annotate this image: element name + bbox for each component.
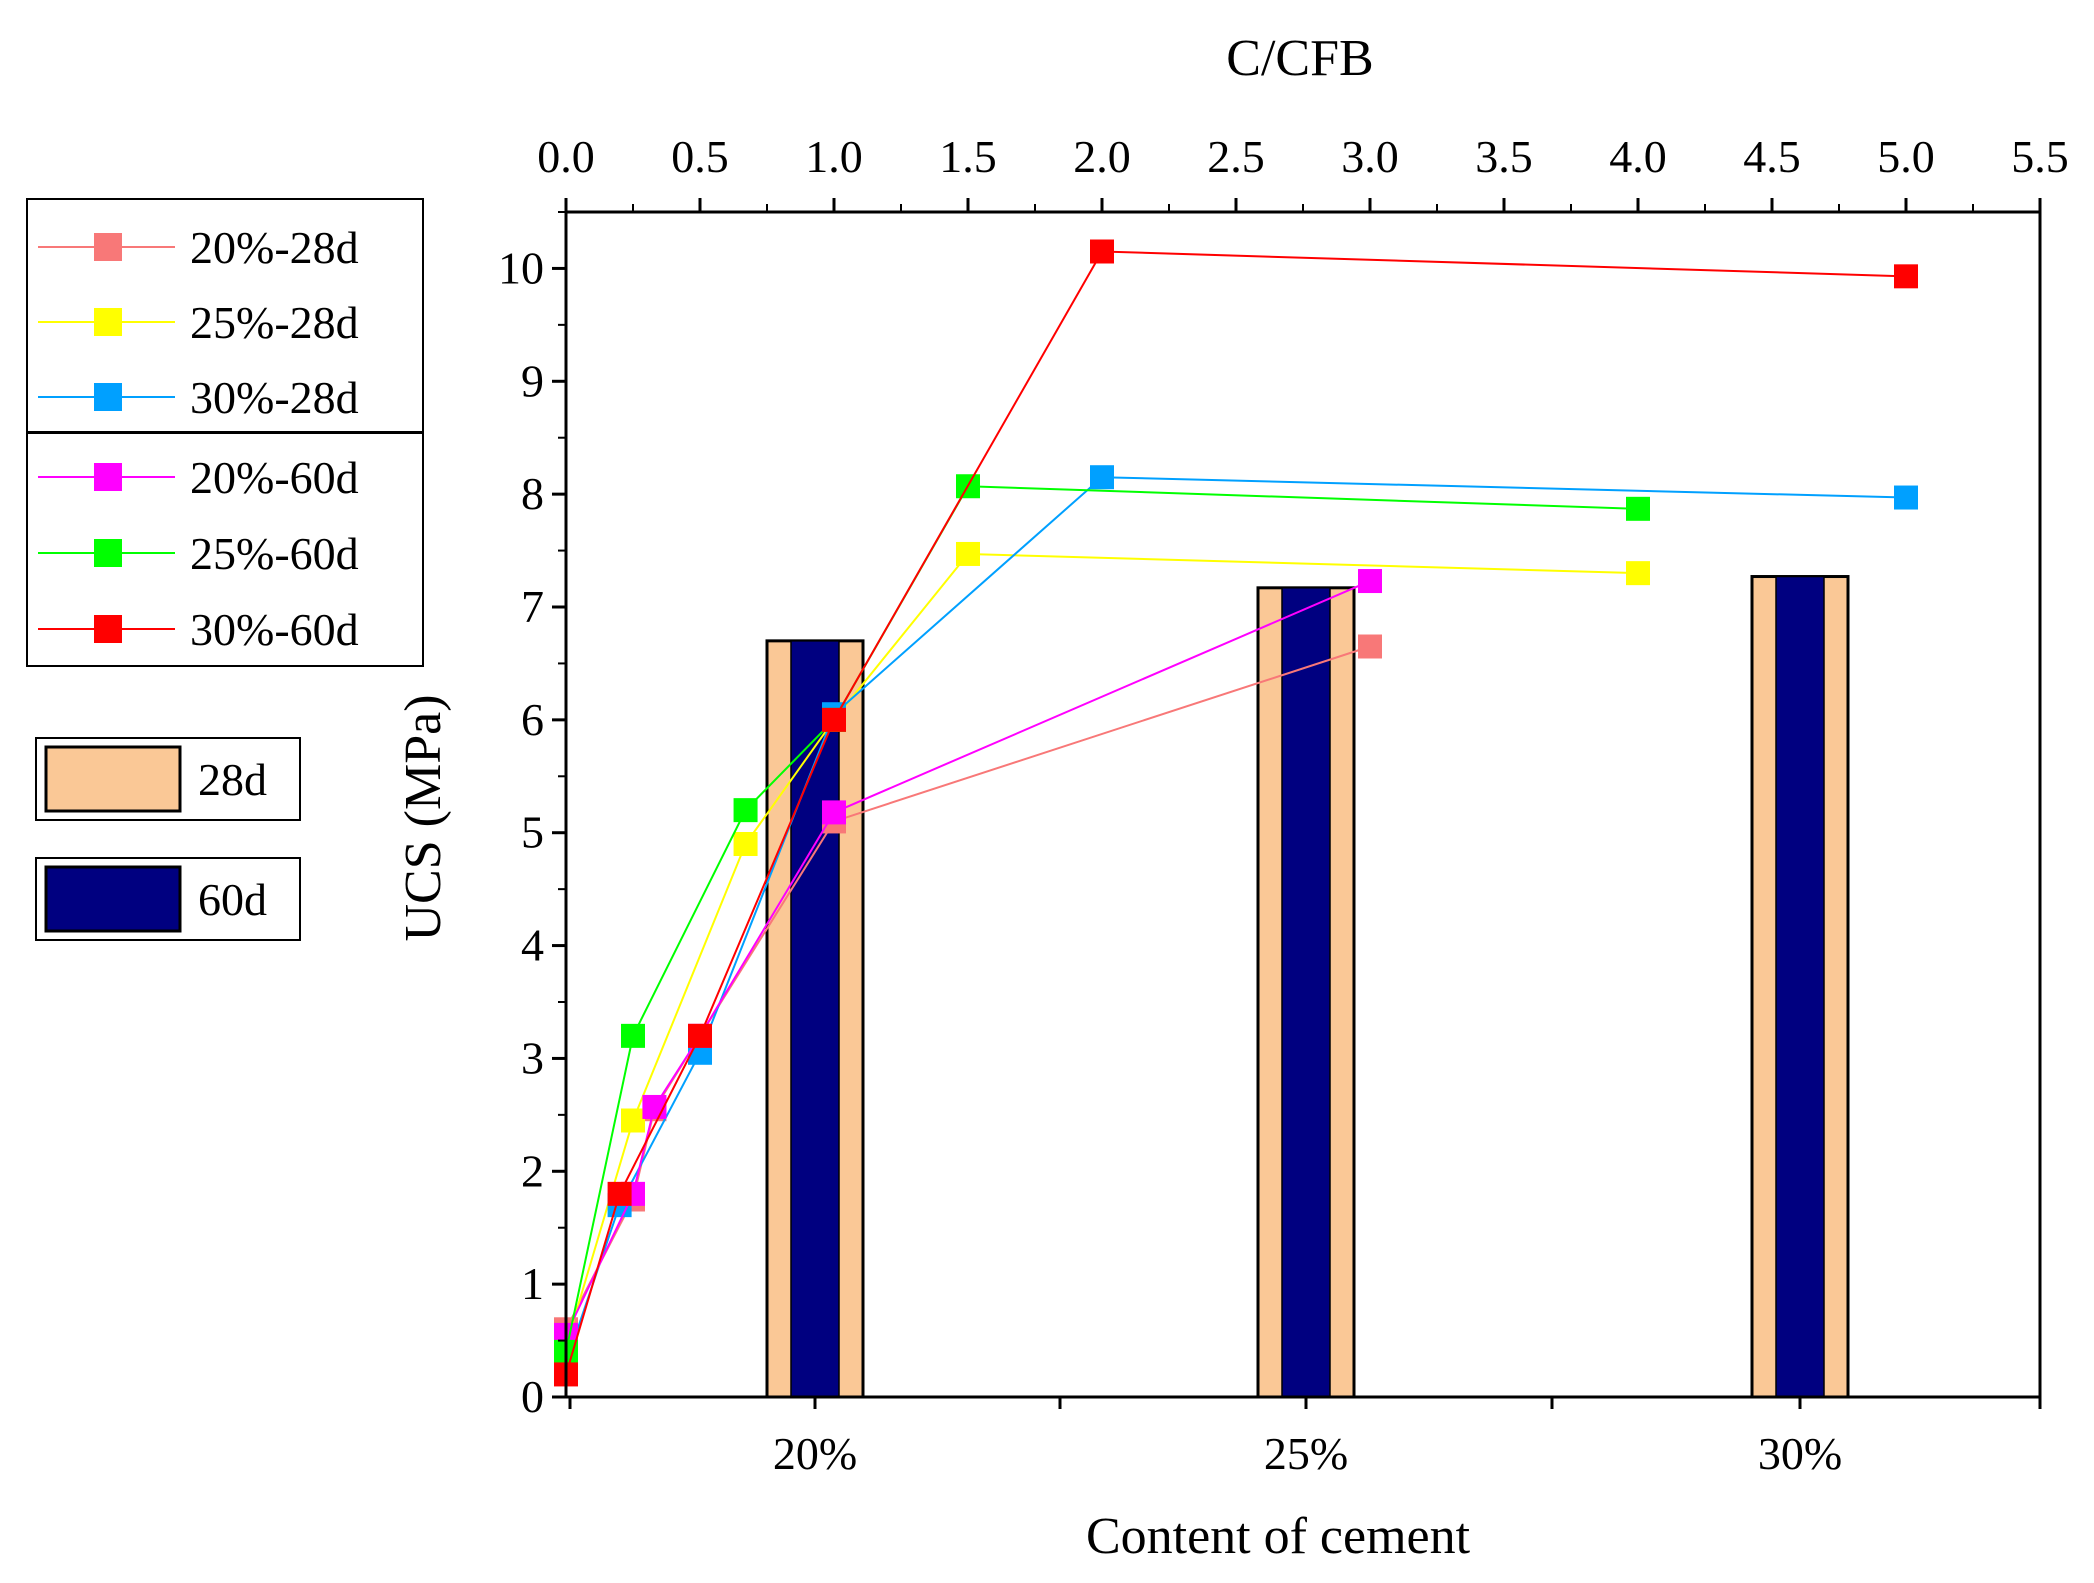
top-tick-label: 2.0 bbox=[1073, 131, 1131, 182]
bottom-axis-title: Content of cement bbox=[1086, 1508, 1471, 1565]
series-marker bbox=[1358, 634, 1382, 659]
legend-label: 20%-28d bbox=[190, 222, 359, 273]
y-axis-title: UCS (MPa) bbox=[395, 694, 452, 941]
series-line bbox=[565, 552, 1639, 1347]
y-tick-label: 9 bbox=[521, 355, 544, 406]
y-tick-label: 10 bbox=[498, 242, 544, 293]
legend-marker-swatch bbox=[94, 383, 122, 411]
top-tick-label: 3.0 bbox=[1341, 131, 1399, 182]
top-tick-label: 1.0 bbox=[805, 131, 863, 182]
legend-marker-swatch bbox=[94, 308, 122, 336]
series-marker bbox=[1090, 465, 1114, 490]
top-tick-label: 5.5 bbox=[2011, 131, 2069, 182]
top-tick-label: 4.0 bbox=[1609, 131, 1667, 182]
y-tick-label: 1 bbox=[521, 1258, 544, 1309]
legend-label: 20%-60d bbox=[190, 452, 359, 503]
legend-marker-swatch bbox=[94, 233, 122, 261]
axes-layer: 0 1 2 3 4 5 6 7 8 9 10 0.0 0.5 1.0 1.5 2.0 2.5 3.0 3.5 4.0 4… bbox=[498, 131, 2069, 1479]
series-marker bbox=[642, 1094, 667, 1119]
series-line bbox=[565, 580, 1371, 1336]
legend-box-60d-lines bbox=[26, 432, 424, 667]
series-marker bbox=[1894, 264, 1918, 289]
y-tick-label: 4 bbox=[521, 920, 544, 971]
legend-bar-swatch bbox=[44, 865, 182, 933]
series-marker bbox=[621, 1108, 645, 1133]
y-tick-label: 2 bbox=[521, 1145, 544, 1196]
legend-box-28d-lines bbox=[26, 198, 424, 433]
legend-marker-swatch bbox=[94, 539, 122, 567]
series-marker bbox=[1894, 485, 1918, 510]
category-label: 25% bbox=[1264, 1428, 1348, 1479]
series-marker bbox=[733, 832, 758, 856]
series-marker bbox=[1090, 239, 1114, 264]
series-marker bbox=[1626, 561, 1650, 586]
legend-marker-swatch bbox=[94, 463, 122, 491]
legend-label: 28d bbox=[198, 754, 267, 805]
top-tick-label: 4.5 bbox=[1743, 131, 1801, 182]
legend-label: 25%-28d bbox=[190, 297, 359, 348]
category-label: 30% bbox=[1758, 1428, 1842, 1479]
bar-60d bbox=[1775, 575, 1825, 1398]
series-marker bbox=[1626, 496, 1650, 521]
y-tick-label: 6 bbox=[521, 694, 544, 745]
legend-label: 25%-60d bbox=[190, 528, 359, 579]
legend-label: 30%-60d bbox=[190, 604, 359, 655]
y-tick-label: 3 bbox=[521, 1032, 544, 1083]
series-marker bbox=[733, 798, 758, 823]
top-tick-label: 0.5 bbox=[671, 131, 729, 182]
bar-layer bbox=[765, 575, 1850, 1399]
top-axis-title: C/CFB bbox=[1226, 30, 1373, 87]
series-line bbox=[565, 250, 1907, 1375]
legend-bar-swatch bbox=[44, 745, 182, 813]
top-tick-label: 0.0 bbox=[537, 131, 595, 182]
bar-60d bbox=[790, 640, 840, 1398]
series-marker bbox=[956, 541, 980, 566]
legend-label: 30%-28d bbox=[190, 372, 359, 423]
top-tick-label: 3.5 bbox=[1475, 131, 1533, 182]
top-tick-label: 5.0 bbox=[1877, 131, 1935, 182]
legend-label: 60d bbox=[198, 874, 267, 925]
series-line bbox=[565, 476, 1907, 1364]
top-tick-label: 1.5 bbox=[939, 131, 997, 182]
series-line bbox=[565, 485, 1639, 1353]
series-marker bbox=[822, 707, 846, 732]
y-tick-label: 8 bbox=[521, 468, 544, 519]
bar-60d bbox=[1281, 587, 1331, 1398]
series-marker bbox=[607, 1181, 632, 1206]
legend-marker-swatch bbox=[94, 615, 122, 643]
y-tick-label: 5 bbox=[521, 807, 544, 858]
series-marker bbox=[1358, 569, 1382, 594]
y-tick-label: 0 bbox=[521, 1371, 544, 1422]
line-layer bbox=[554, 239, 1918, 1387]
legend-layer: 20%-28d 25%-28d 30%-28d 20%-60d 25%-60d 30%-6… bbox=[26, 198, 424, 941]
series-marker bbox=[688, 1023, 712, 1048]
y-tick-label: 7 bbox=[521, 581, 544, 632]
top-tick-label: 2.5 bbox=[1207, 131, 1265, 182]
series-marker bbox=[621, 1023, 645, 1048]
series-marker bbox=[822, 800, 846, 825]
category-label: 20% bbox=[773, 1428, 857, 1479]
